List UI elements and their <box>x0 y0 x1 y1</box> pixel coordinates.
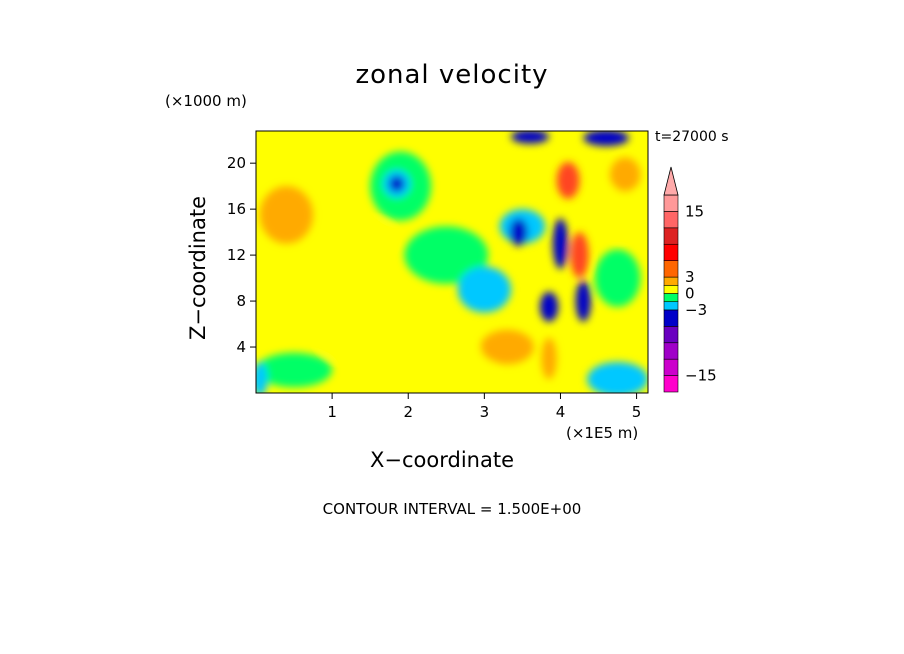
field-region-cyan <box>587 362 648 396</box>
colorbar-band <box>664 261 678 277</box>
field-region-yellow <box>355 222 393 254</box>
colorbar-band <box>664 228 678 244</box>
field-region-red <box>557 162 580 199</box>
colorbar-tick-label: −15 <box>685 367 717 385</box>
colorbar-tick-label: −3 <box>685 301 707 319</box>
colorbar-band <box>664 343 678 359</box>
x-tick-label: 1 <box>327 403 337 421</box>
colorbar-band <box>664 195 678 211</box>
field-region-yellow <box>313 267 366 359</box>
colorbar-band <box>664 326 678 342</box>
colorbar-band <box>664 244 678 260</box>
colorbar-over-arrow <box>664 167 678 195</box>
x-tick-label: 2 <box>403 403 413 421</box>
colorbar-band <box>664 310 678 326</box>
y-tick-label: 4 <box>236 338 246 356</box>
field-region-cyan <box>252 362 267 396</box>
field-region-blue <box>576 280 591 321</box>
colorbar-band <box>664 285 678 293</box>
colorbar-tick-label: 3 <box>685 268 695 286</box>
chart-canvas: 1 2 3 4 548121620 1530−3−15 <box>0 0 904 654</box>
field-region-red <box>570 232 588 278</box>
y-tick-label: 16 <box>227 200 246 218</box>
field-region-blue <box>509 218 527 246</box>
colorbar-band <box>664 376 678 392</box>
field-region-cyan <box>458 267 511 313</box>
field-region-orange <box>481 330 534 364</box>
colorbar-band <box>664 359 678 375</box>
field-region-orange <box>610 157 640 191</box>
colorbar-tick-label: 15 <box>685 202 704 220</box>
colorbar-band <box>664 211 678 227</box>
colorbar-band <box>664 294 678 302</box>
y-tick-label: 12 <box>227 246 246 264</box>
field-region-blue <box>583 130 629 146</box>
y-tick-label: 8 <box>236 292 246 310</box>
field-region-orange <box>541 338 556 379</box>
field-region-blue <box>553 218 568 269</box>
x-tick-label: 4 <box>556 403 566 421</box>
colorbar-band <box>664 302 678 310</box>
colorbar: 15 30−3 −15 <box>664 167 717 392</box>
field-region-blue <box>389 176 404 192</box>
colorbar-tick-label: 0 <box>685 285 695 303</box>
field-region-green <box>595 249 641 306</box>
field-region-blue <box>511 130 549 144</box>
field-region-orange <box>260 186 313 243</box>
colorbar-band <box>664 277 678 285</box>
velocity-field <box>252 130 648 397</box>
field-region-blue <box>540 292 558 322</box>
field-region-green <box>256 353 332 387</box>
x-tick-label: 3 <box>480 403 490 421</box>
y-tick-label: 20 <box>227 154 246 172</box>
x-tick-label: 5 <box>632 403 642 421</box>
